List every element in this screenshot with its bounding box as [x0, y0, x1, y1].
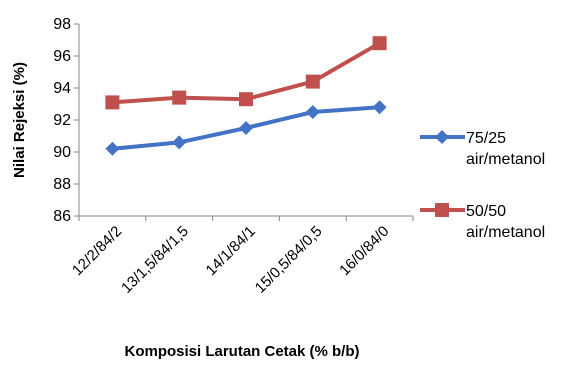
data-point-square	[172, 90, 187, 105]
data-point-square	[105, 95, 120, 110]
data-point-diamond	[105, 141, 120, 156]
y-tick-labels: 86 88 90 92 94 96 98	[53, 16, 71, 225]
legend-label-line: 50/50	[466, 203, 506, 220]
data-point-square	[372, 36, 387, 51]
y-tick-label: 98	[53, 16, 71, 33]
legend-marker-square	[435, 203, 449, 217]
x-tick-label: 15/0,5/84/0,5	[252, 223, 326, 297]
data-point-diamond	[172, 135, 187, 150]
y-tick-label: 90	[53, 144, 71, 161]
data-point-diamond	[239, 121, 253, 135]
x-tick-label: 13/1,5/84/1,5	[118, 223, 192, 297]
y-tick-label: 92	[53, 112, 71, 129]
legend-label-line: air/metanol	[466, 151, 545, 168]
legend-label-line: air/metanol	[466, 224, 545, 241]
legend-label-line: 75/25	[466, 130, 506, 147]
axes	[74, 23, 414, 221]
y-axis-title: Nilai Rejeksi (%)	[11, 62, 28, 178]
x-axis-title: Komposisi Larutan Cetak (% b/b)	[124, 343, 359, 360]
y-tick-label: 86	[53, 208, 71, 225]
y-tick-label: 96	[53, 48, 71, 65]
x-tick-labels: 12/2/84/213/1,5/84/1,5 14/1/84/115/0,5/84…	[69, 223, 392, 297]
data-point-square	[305, 74, 320, 89]
x-tick-label: 14/1/84/1	[203, 223, 259, 279]
legend-label: 50/50 air/metanol	[466, 203, 545, 241]
series-group	[105, 36, 387, 156]
y-tick-label: 88	[53, 176, 71, 193]
legend-label: 75/25 air/metanol	[466, 130, 545, 168]
x-tick-label: 12/2/84/2	[69, 223, 125, 279]
x-tick-label: 16/0/84/0	[336, 223, 392, 279]
y-tick-label: 94	[53, 80, 71, 97]
legend-marker-diamond	[435, 130, 449, 144]
data-point-diamond	[372, 100, 387, 115]
legend: 75/25 air/metanol 50/50 air/metanol	[420, 130, 545, 241]
data-point-square	[239, 92, 253, 107]
data-point-diamond	[305, 105, 320, 119]
